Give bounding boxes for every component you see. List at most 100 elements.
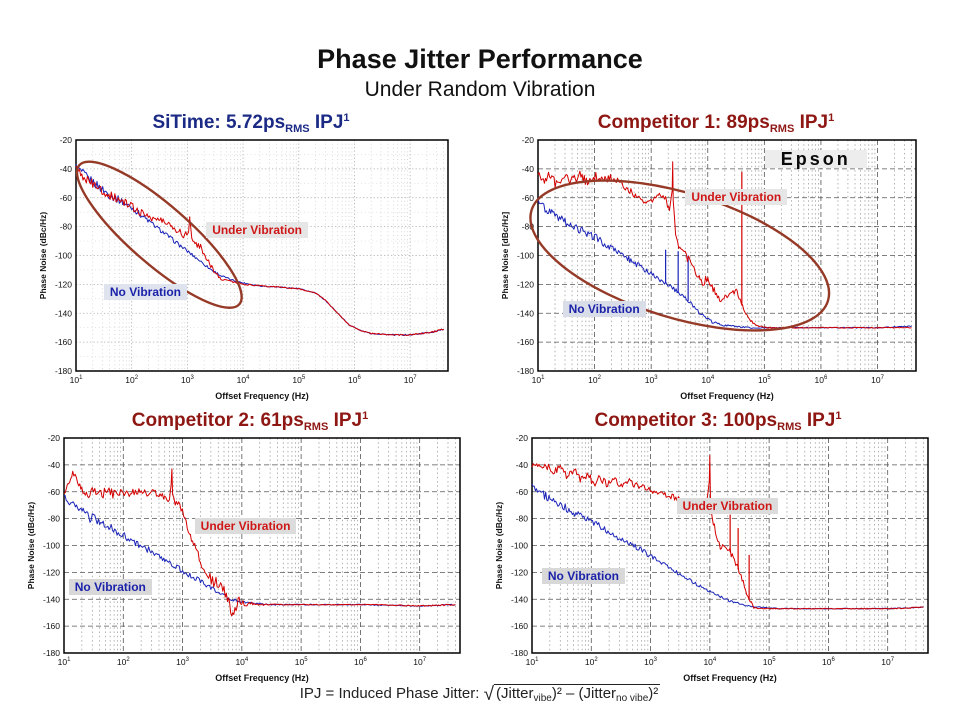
svg-text:102: 102 — [117, 657, 130, 667]
svg-text:-40: -40 — [522, 164, 535, 174]
svg-text:106: 106 — [354, 657, 367, 667]
chart-title-subscript: RMS — [769, 123, 795, 135]
chart-title-text: SiTime: 5.72ps — [152, 112, 286, 133]
no-vibration-label: No Vibration — [562, 300, 646, 317]
svg-text:104: 104 — [703, 657, 716, 667]
svg-text:-140: -140 — [55, 308, 72, 318]
x-axis-label: Offset Frequency (Hz) — [683, 673, 777, 683]
svg-text:-60: -60 — [516, 487, 529, 497]
formula-part: (Jitter — [496, 685, 534, 702]
svg-text:101: 101 — [70, 375, 83, 385]
chart-title-mid: IPJ — [801, 410, 836, 431]
svg-text:107: 107 — [404, 375, 417, 385]
under-vibration-label: Under Vibration — [676, 498, 779, 515]
svg-text:101: 101 — [526, 657, 539, 667]
svg-text:-180: -180 — [511, 648, 528, 658]
plot-competitor-2: -20 -40 -60 -80 -100 -120 -140 -160 -180 101 102 10… — [24, 430, 476, 691]
chart-title-text: Competitor 1: 89ps — [597, 112, 770, 133]
series-under-vibration — [531, 455, 924, 610]
under-vibration-label: Under Vibration — [685, 188, 788, 205]
svg-text:-40: -40 — [48, 460, 61, 470]
svg-text:-100: -100 — [55, 251, 72, 261]
chart-title-footnote: 1 — [828, 112, 835, 124]
svg-text:-120: -120 — [55, 279, 72, 289]
sqrt-symbol: √ — [483, 684, 494, 705]
svg-text:-160: -160 — [43, 621, 60, 631]
plot-border — [63, 437, 461, 654]
chart-title-mid: IPJ — [309, 112, 344, 133]
formula-part: )² — [648, 685, 659, 702]
chart-title-footnote: 1 — [343, 112, 350, 124]
svg-text:104: 104 — [701, 375, 714, 385]
svg-text:105: 105 — [763, 657, 776, 667]
chart-sitime: SiTime: 5.72psRMS IPJ1 -20 -40 -60 -80 -100-… — [36, 106, 466, 409]
ipj-formula: IPJ = Induced Phase Jitter: √ (Jittervibe… — [0, 684, 960, 706]
svg-text:-60: -60 — [522, 193, 535, 203]
svg-text:-20: -20 — [522, 135, 535, 145]
svg-text:-80: -80 — [60, 222, 73, 232]
svg-text:-100: -100 — [517, 251, 534, 261]
under-vibration-label: Under Vibration — [194, 517, 297, 534]
chart-title-competitor-3: Competitor 3: 100psRMS IPJ1 — [492, 404, 944, 433]
page-title: Phase Jitter Performance — [317, 44, 643, 74]
chart-title-sitime: SiTime: 5.72psRMS IPJ1 — [36, 106, 466, 135]
plot-border — [537, 139, 917, 372]
svg-text:-40: -40 — [60, 164, 73, 174]
svg-text:-160: -160 — [511, 621, 528, 631]
chart-title-mid: IPJ — [794, 112, 829, 133]
svg-text:104: 104 — [235, 657, 248, 667]
page-subtitle: Under Random Vibration — [364, 78, 596, 101]
chart-title-footnote: 1 — [362, 410, 369, 422]
svg-text:-140: -140 — [517, 308, 534, 318]
formula-prefix: IPJ = Induced Phase Jitter: — [299, 685, 484, 702]
plot-competitor-3: -20 -40 -60 -80 -100 -120 -140 -160 -180 101 102 10… — [492, 430, 944, 691]
chart-title-subscript: RMS — [777, 421, 802, 433]
svg-text:105: 105 — [758, 375, 771, 385]
chart-title-subscript: RMS — [285, 123, 310, 135]
chart-title-mid: IPJ — [328, 410, 363, 431]
chart-competitor-2: Competitor 2: 61psRMS IPJ1 -20 -40 -60 -80-… — [24, 404, 476, 691]
svg-text:106: 106 — [815, 375, 828, 385]
svg-text:103: 103 — [181, 375, 194, 385]
svg-text:-60: -60 — [48, 487, 61, 497]
svg-text:106: 106 — [348, 375, 361, 385]
svg-text:101: 101 — [532, 375, 545, 385]
x-axis-label: Offset Frequency (Hz) — [215, 673, 309, 683]
svg-text:-100: -100 — [43, 541, 60, 551]
svg-text:103: 103 — [176, 657, 189, 667]
no-vibration-label: No Vibration — [68, 578, 152, 595]
under-vibration-label: Under Vibration — [206, 222, 308, 238]
svg-text:107: 107 — [871, 375, 884, 385]
svg-text:-20: -20 — [516, 433, 529, 443]
svg-text:107: 107 — [413, 657, 426, 667]
svg-text:-20: -20 — [60, 135, 73, 145]
grid — [537, 139, 916, 372]
svg-text:106: 106 — [822, 657, 835, 667]
svg-text:-160: -160 — [517, 337, 534, 347]
svg-text:-100: -100 — [511, 541, 528, 551]
no-vibration-label: No Vibration — [103, 284, 188, 301]
series-under-vibration — [63, 468, 456, 617]
svg-text:-20: -20 — [48, 433, 61, 443]
svg-text:-120: -120 — [43, 567, 60, 577]
chart-competitor-1: Competitor 1: 89psRMS IPJ1 -20 -40 -60 -80 -… — [498, 106, 934, 409]
highlight-ellipse — [75, 160, 243, 309]
plot-competitor-1: -20 -40 -60 -80 -100 -120 -140 -160 -180 101 102 10… — [498, 132, 934, 409]
plot-border — [531, 437, 929, 654]
svg-text:103: 103 — [644, 657, 657, 667]
chart-title-competitor-1: Competitor 1: 89psRMS IPJ1 — [498, 106, 934, 135]
x-axis-label: Offset Frequency (Hz) — [680, 391, 774, 401]
chart-competitor-3: Competitor 3: 100psRMS IPJ1 -20 -40 -60 -80… — [492, 404, 944, 691]
svg-text:-80: -80 — [522, 222, 535, 232]
series-under-vibration — [75, 165, 444, 336]
svg-text:-120: -120 — [517, 279, 534, 289]
svg-text:103: 103 — [645, 375, 658, 385]
